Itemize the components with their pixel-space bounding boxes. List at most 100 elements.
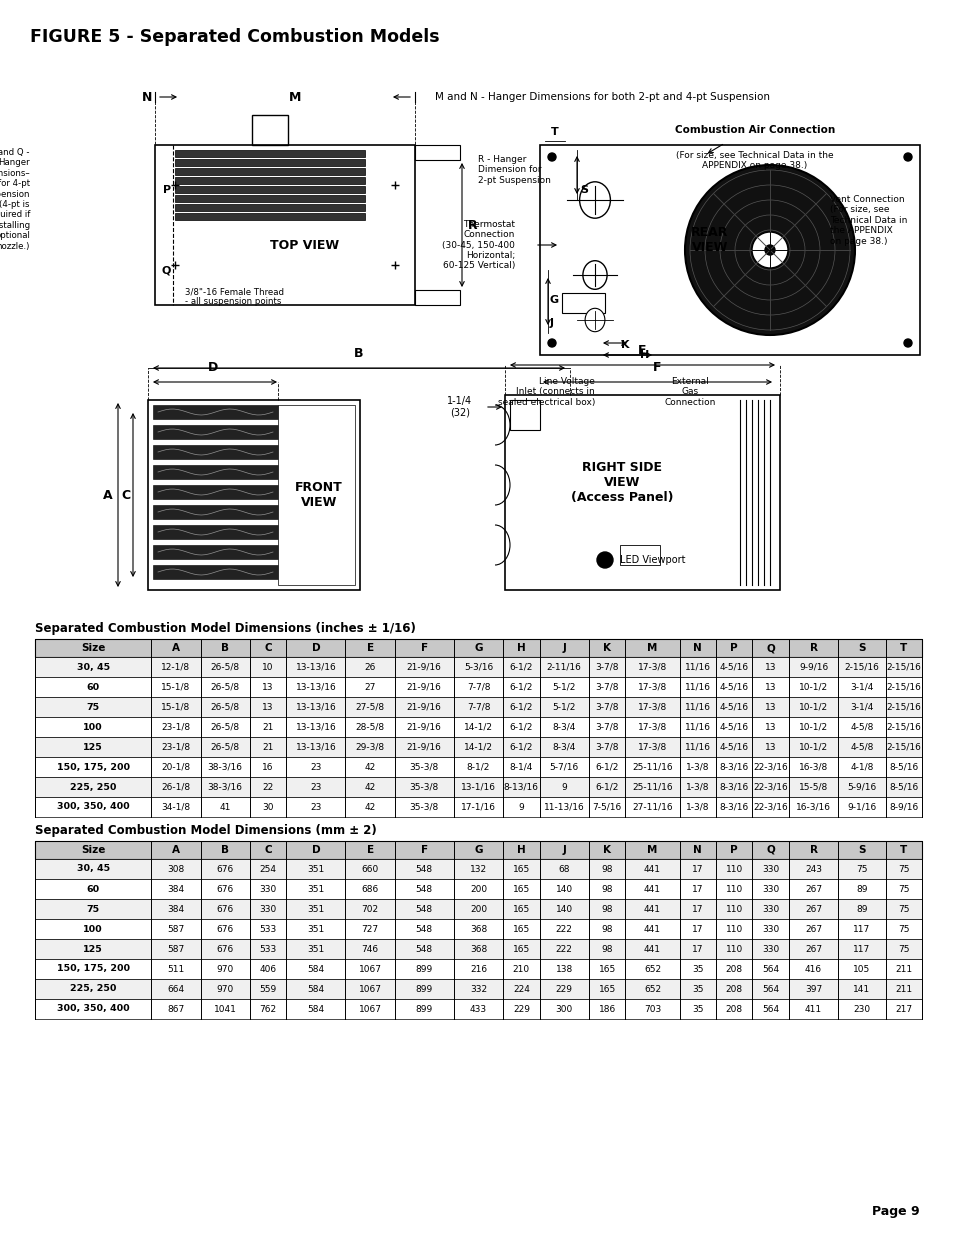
Text: C: C — [122, 489, 131, 501]
Text: 208: 208 — [725, 1004, 742, 1014]
Text: 208: 208 — [725, 965, 742, 973]
Bar — [35, 939, 921, 960]
Text: 6-1/2: 6-1/2 — [595, 762, 618, 772]
Text: 548: 548 — [416, 904, 433, 914]
Text: 20-1/8: 20-1/8 — [161, 762, 191, 772]
Text: 899: 899 — [416, 1004, 433, 1014]
Text: D: D — [312, 845, 320, 855]
Text: P: P — [730, 845, 738, 855]
Text: E: E — [366, 643, 374, 653]
Text: 441: 441 — [643, 925, 660, 934]
Text: 98: 98 — [600, 945, 612, 953]
Text: 330: 330 — [761, 884, 779, 893]
Text: 21-9/16: 21-9/16 — [406, 683, 441, 692]
Text: 587: 587 — [167, 945, 184, 953]
Text: 98: 98 — [600, 925, 612, 934]
Text: 222: 222 — [556, 925, 572, 934]
Text: 533: 533 — [259, 925, 276, 934]
Text: 17-3/8: 17-3/8 — [638, 742, 666, 752]
Text: 2-15/16: 2-15/16 — [885, 722, 921, 731]
Text: 7-5/16: 7-5/16 — [592, 803, 621, 811]
Text: 225, 250: 225, 250 — [70, 783, 116, 792]
Text: 75: 75 — [87, 703, 100, 711]
Text: S: S — [579, 185, 587, 195]
Text: 30, 45: 30, 45 — [76, 662, 110, 672]
Text: B: B — [221, 643, 229, 653]
Bar — [152, 525, 277, 538]
Text: 25-11/16: 25-11/16 — [632, 783, 672, 792]
Text: (For size, see Technical Data in the
APPENDIX on page 38.): (For size, see Technical Data in the APP… — [676, 151, 833, 170]
Text: 351: 351 — [307, 925, 324, 934]
Text: 42: 42 — [364, 803, 375, 811]
Text: 2-11/16: 2-11/16 — [546, 662, 581, 672]
Text: 5-1/2: 5-1/2 — [552, 703, 576, 711]
Text: S: S — [858, 643, 864, 653]
Bar — [152, 425, 277, 438]
Text: 208: 208 — [725, 984, 742, 993]
Text: G: G — [474, 845, 482, 855]
Text: 23: 23 — [310, 762, 321, 772]
Text: 27-5/8: 27-5/8 — [355, 703, 384, 711]
Text: 35-3/8: 35-3/8 — [409, 762, 438, 772]
Text: 2-15/16: 2-15/16 — [885, 703, 921, 711]
Text: H: H — [517, 845, 525, 855]
Text: 210: 210 — [513, 965, 529, 973]
Text: 676: 676 — [216, 884, 233, 893]
Text: 564: 564 — [761, 984, 779, 993]
Text: 225, 250: 225, 250 — [70, 984, 116, 993]
Bar — [504, 395, 780, 590]
Text: 5-1/2: 5-1/2 — [552, 683, 576, 692]
Text: 300, 350, 400: 300, 350, 400 — [57, 803, 130, 811]
Text: 3-7/8: 3-7/8 — [595, 703, 618, 711]
Bar — [174, 149, 365, 157]
Text: 548: 548 — [416, 945, 433, 953]
Text: 330: 330 — [259, 884, 276, 893]
Text: 970: 970 — [216, 984, 233, 993]
Text: 308: 308 — [167, 864, 184, 873]
Text: 899: 899 — [416, 965, 433, 973]
Text: T: T — [900, 845, 906, 855]
Text: 11/16: 11/16 — [684, 722, 710, 731]
Bar — [174, 168, 365, 175]
Text: 2-15/16: 2-15/16 — [885, 662, 921, 672]
Text: 13: 13 — [764, 722, 776, 731]
Text: 676: 676 — [216, 945, 233, 953]
Text: 384: 384 — [167, 904, 184, 914]
Text: 42: 42 — [364, 762, 375, 772]
Text: 4-5/16: 4-5/16 — [719, 683, 748, 692]
Text: Combustion Air Connection: Combustion Air Connection — [674, 125, 834, 135]
Text: 17: 17 — [691, 884, 702, 893]
Text: J: J — [550, 317, 554, 329]
Text: 411: 411 — [804, 1004, 821, 1014]
Text: N: N — [693, 643, 701, 653]
Text: K: K — [602, 643, 611, 653]
Text: 351: 351 — [307, 884, 324, 893]
Text: Separated Combustion Model Dimensions (mm ± 2): Separated Combustion Model Dimensions (m… — [35, 824, 376, 837]
Text: M: M — [289, 90, 301, 104]
Text: 587: 587 — [167, 925, 184, 934]
Bar — [35, 737, 921, 757]
Bar — [561, 293, 604, 312]
Text: 2-15/16: 2-15/16 — [885, 683, 921, 692]
Circle shape — [903, 153, 911, 161]
Text: 4-5/16: 4-5/16 — [719, 662, 748, 672]
Text: F: F — [420, 643, 427, 653]
Text: 14-1/2: 14-1/2 — [463, 742, 493, 752]
Text: 9-9/16: 9-9/16 — [798, 662, 827, 672]
Text: 10-1/2: 10-1/2 — [799, 722, 827, 731]
Text: 368: 368 — [470, 925, 487, 934]
Text: 3-7/8: 3-7/8 — [595, 722, 618, 731]
Text: 6-1/2: 6-1/2 — [509, 722, 533, 731]
Text: 652: 652 — [643, 984, 660, 993]
Text: 165: 165 — [598, 965, 615, 973]
Text: 351: 351 — [307, 864, 324, 873]
Text: 16-3/16: 16-3/16 — [795, 803, 830, 811]
Text: 34-1/8: 34-1/8 — [161, 803, 191, 811]
Text: 564: 564 — [761, 1004, 779, 1014]
Text: 3/8"-16 Female Thread
- all suspension points: 3/8"-16 Female Thread - all suspension p… — [185, 287, 284, 306]
Text: 110: 110 — [725, 884, 742, 893]
Text: 22: 22 — [262, 783, 274, 792]
Circle shape — [764, 245, 774, 254]
Text: 110: 110 — [725, 925, 742, 934]
Text: 100: 100 — [83, 722, 103, 731]
